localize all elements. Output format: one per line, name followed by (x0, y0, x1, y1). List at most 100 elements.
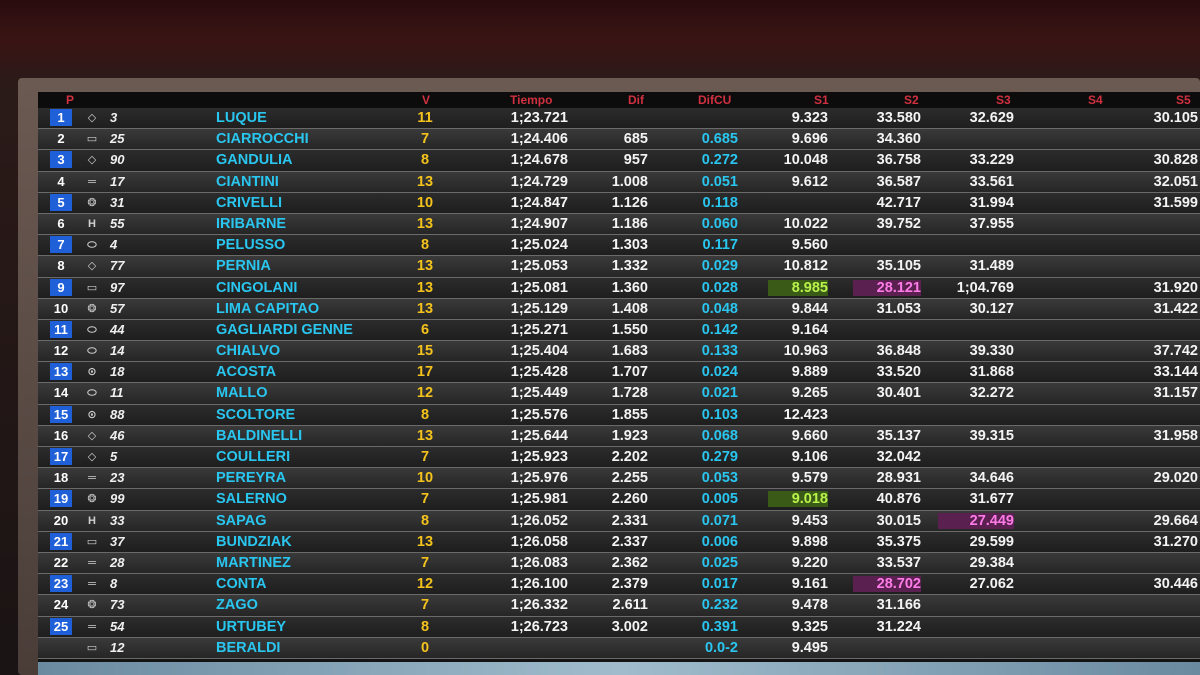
lap-time-cell: 1;24.847 (510, 194, 568, 211)
table-row: ⬭ 14 11 MALLO 12 1;25.449 1.728 0.021 9.265 30.40… (38, 383, 1200, 405)
sector3-cell: 39.315 (969, 427, 1014, 444)
sector1-cell: 10.963 (783, 343, 828, 360)
table-row: H 6 55 IRIBARNE 13 1;24.907 1.186 0.060 10.022 39… (38, 213, 1200, 236)
position-cell: 12 (53, 343, 69, 359)
sector1-cell: 9.844 (791, 300, 828, 317)
sector3-cell: 31.994 (969, 194, 1014, 211)
header-s5: S5 (1176, 93, 1191, 107)
sector2-cell: 32.042 (876, 449, 921, 465)
sector3-cell: 27.449 (938, 512, 1014, 529)
lap-time-cell: 1;25.923 (510, 449, 568, 465)
laps-cell: 10 (416, 194, 434, 211)
gap-previous-cell: 0.103 (701, 406, 738, 423)
sector5-cell: 31.422 (1153, 300, 1198, 317)
laps-cell: 8 (420, 406, 430, 423)
table-row: ▭ 21 37 BUNDZIAK 13 1;26.058 2.337 0.006 9.898 35… (38, 531, 1200, 553)
position-cell: 5 (50, 193, 72, 211)
gap-cell: 2.362 (611, 554, 648, 571)
table-row: ⬭ 12 14 CHIALVO 15 1;25.404 1.683 0.133 10.963 36… (38, 341, 1200, 363)
gap-cell: 2.255 (611, 470, 648, 487)
table-row: H 20 33 SAPAG 8 1;26.052 2.331 0.071 9.453 30.015… (38, 510, 1200, 532)
sector2-cell: 31.224 (876, 618, 921, 635)
position-cell: 16 (53, 427, 69, 443)
car-number-cell: 28 (110, 554, 125, 570)
sector2-cell: 42.717 (876, 194, 921, 211)
lap-time-cell: 1;25.644 (510, 427, 568, 444)
sector5-cell: 29.020 (1153, 470, 1198, 487)
position-cell: 3 (50, 151, 72, 169)
lap-time-cell: 1;24.406 (510, 131, 568, 148)
position-cell: 2 (57, 131, 65, 147)
driver-name-cell: CIARROCCHI (216, 131, 309, 148)
header-p: P (66, 93, 75, 107)
sector2-cell: 36.587 (876, 173, 921, 190)
sector3-cell: 32.272 (969, 385, 1014, 402)
laps-cell: 6 (420, 321, 430, 338)
renault-logo-icon: ◇ (87, 260, 97, 273)
sector5-cell: 30.828 (1153, 152, 1198, 169)
sector1-cell: 9.265 (791, 385, 828, 402)
fiat-logo-icon: ▭ (86, 133, 98, 146)
sector3-cell: 27.062 (969, 576, 1014, 593)
table-row: ◇ 3 90 GANDULIA 8 1;24.678 957 0.272 10.048 36.75… (38, 150, 1200, 172)
position-cell: 19 (50, 490, 72, 508)
gap-cell: 1.186 (611, 215, 648, 232)
position-cell: 23 (50, 575, 72, 593)
driver-name-cell: LIMA CAPITAO (216, 300, 320, 317)
table-row: ◇ 16 46 BALDINELLI 13 1;25.644 1.923 0.068 9.660… (38, 425, 1200, 447)
laps-cell: 7 (420, 554, 430, 571)
sector1-cell: 9.696 (791, 131, 828, 148)
laps-cell: 12 (416, 385, 434, 402)
table-row: ❂ 19 99 SALERNO 7 1;25.981 2.260 0.005 9.018 40.8… (38, 489, 1200, 511)
gap-cell: 1.683 (611, 343, 648, 360)
header-dif: Dif (628, 93, 644, 107)
driver-name-cell: MALLO (216, 385, 268, 402)
gap-cell: 1.332 (611, 258, 648, 275)
driver-name-cell: SAPAG (216, 512, 267, 529)
sector5-cell: 30.105 (1153, 110, 1198, 126)
sector3-cell: 30.127 (969, 300, 1014, 317)
gap-previous-cell: 0.060 (701, 215, 738, 232)
table-row: ❂ 5 31 CRIVELLI 10 1;24.847 1.126 0.118 42.717 31… (38, 192, 1200, 214)
position-cell: 20 (53, 512, 69, 528)
table-row: ⬭ 11 44 GAGLIARDI GENNE 6 1;25.271 1.550 0.142 9… (38, 319, 1200, 342)
peugeot-logo-icon: ❂ (87, 302, 97, 315)
position-cell: 1 (50, 109, 72, 126)
laps-cell: 17 (416, 364, 434, 381)
sector2-cell: 33.520 (876, 364, 921, 381)
car-number-cell: 31 (110, 194, 125, 210)
gap-previous-cell: 0.048 (701, 300, 738, 317)
sector1-cell: 9.323 (791, 110, 828, 126)
laps-cell: 0 (420, 639, 430, 656)
gap-cell: 2.260 (611, 491, 648, 508)
driver-name-cell: CINGOLANI (216, 279, 298, 296)
gap-previous-cell: 0.232 (701, 597, 738, 614)
driver-name-cell: CONTA (216, 576, 267, 593)
position-cell: 8 (57, 258, 65, 274)
sector2-cell: 40.876 (876, 491, 921, 508)
car-number-cell: 17 (110, 173, 125, 189)
gap-cell: 2.611 (612, 597, 649, 614)
sector2-cell: 36.848 (876, 343, 921, 360)
header-tiempo: Tiempo (510, 93, 553, 107)
car-number-cell: 11 (110, 385, 124, 401)
gap-previous-cell: 0.025 (701, 554, 738, 571)
honda-logo-icon: H (88, 514, 96, 527)
car-number-cell: 54 (110, 618, 125, 634)
fiat-logo-icon: ▭ (86, 641, 98, 654)
laps-cell: 8 (420, 152, 430, 169)
fiat-logo-icon: ▭ (86, 535, 98, 548)
sector5-cell: 33.144 (1153, 364, 1198, 381)
sector1-cell: 10.812 (783, 258, 828, 275)
gap-previous-cell: 0.021 (701, 385, 738, 402)
car-number-cell: 73 (110, 597, 125, 613)
sector2-cell: 31.053 (876, 300, 921, 317)
laps-cell: 8 (420, 512, 430, 529)
car-number-cell: 14 (110, 343, 125, 359)
header-s1: S1 (814, 93, 829, 107)
gap-previous-cell: 0.272 (701, 152, 738, 169)
sector5-cell: 30.446 (1153, 576, 1198, 593)
gap-previous-cell: 0.028 (701, 279, 738, 296)
fiat-logo-icon: ▭ (86, 281, 98, 294)
sector5-cell: 29.664 (1153, 512, 1198, 529)
